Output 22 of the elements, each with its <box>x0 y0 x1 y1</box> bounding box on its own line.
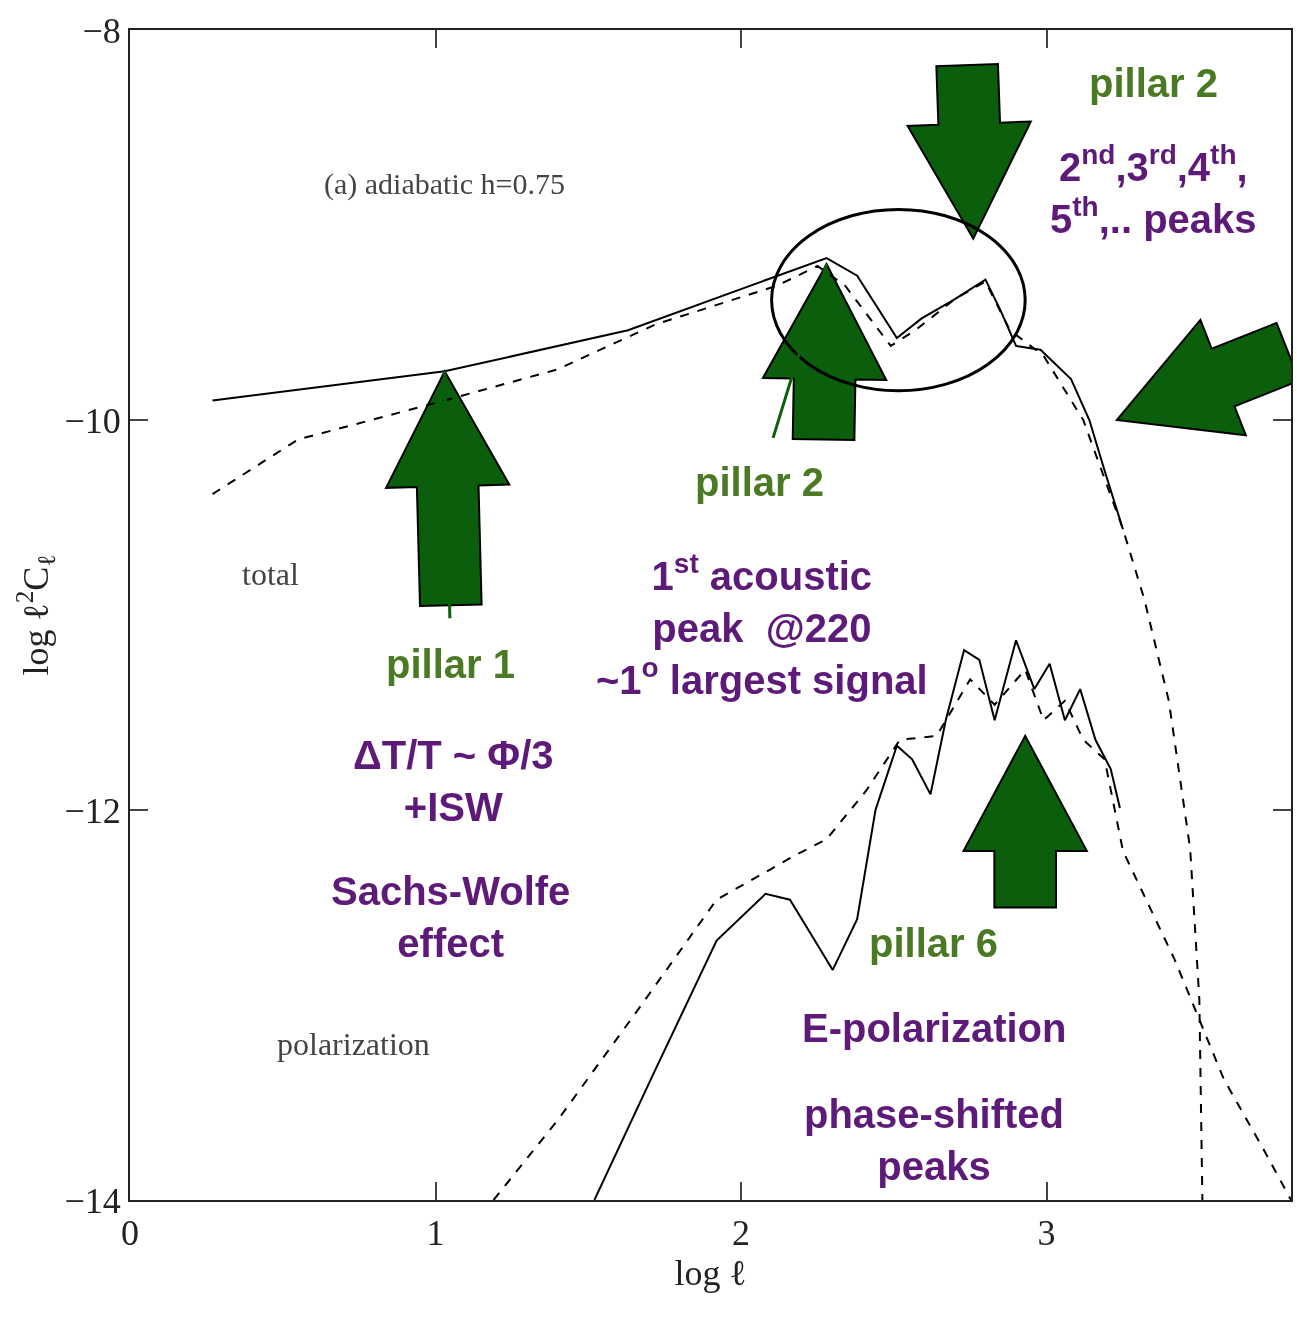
y-tick-label: −14 <box>64 1180 121 1221</box>
annotation: phase-shifted peaks <box>804 1092 1065 1188</box>
annotation: 1$^{st}$ acoustic peak @220 ~1$^{o}$ largest signal <box>596 548 928 702</box>
annotation: pillar 1 <box>386 642 515 686</box>
y-tick-label: −10 <box>64 400 121 441</box>
annotation: total <box>242 556 299 592</box>
x-tick-label: 0 <box>121 1213 139 1254</box>
x-tick-label: 1 <box>426 1213 445 1254</box>
annotation: E-polarization <box>802 1006 1067 1050</box>
y-tick-label: −12 <box>64 790 121 831</box>
annotation: polarization <box>277 1026 430 1062</box>
y-tick-label: −8 <box>82 10 121 51</box>
text: 2$^{nd}$,3$^{rd}$,4$^{th}$, 5$^{th}$,.. peaks <box>1050 139 1257 241</box>
annotation: pillar 6 <box>869 921 998 965</box>
annotation: ΔT/T ~ Φ/3 +ISW <box>353 733 554 829</box>
x-tick-label: 3 <box>1037 1213 1056 1254</box>
annotation: pillar 2 <box>695 460 824 504</box>
annotation: Sachs-Wolfe effect <box>331 869 571 965</box>
x-tick-label: 2 <box>732 1213 751 1254</box>
annotation: (a) adiabatic h=0.75 <box>324 167 565 201</box>
annotation: pillar 2 <box>1089 61 1218 105</box>
x-axis-title: log ℓ <box>674 1253 747 1294</box>
